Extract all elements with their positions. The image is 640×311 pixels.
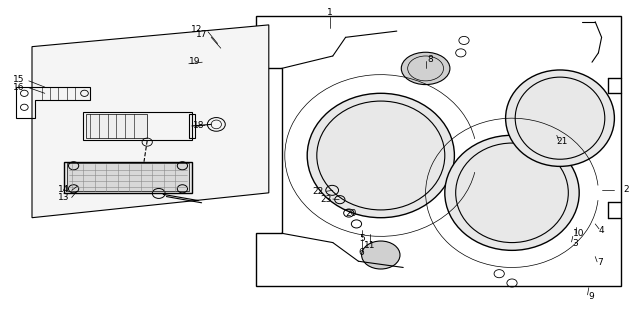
Bar — [189, 114, 195, 138]
Ellipse shape — [401, 52, 450, 85]
Text: 2: 2 — [623, 185, 628, 194]
Text: 23: 23 — [321, 195, 332, 204]
Text: 19: 19 — [189, 57, 201, 66]
Text: 21: 21 — [556, 137, 568, 146]
Bar — [83, 112, 192, 140]
Text: 10: 10 — [573, 230, 585, 238]
Text: 13: 13 — [58, 193, 70, 202]
Text: 14: 14 — [58, 185, 70, 194]
Ellipse shape — [445, 135, 579, 250]
Text: 9: 9 — [589, 292, 594, 300]
Ellipse shape — [362, 241, 400, 269]
Text: 16: 16 — [13, 83, 25, 91]
Text: 1: 1 — [327, 8, 332, 17]
Text: 8: 8 — [428, 55, 433, 63]
Bar — [67, 163, 189, 191]
Text: 6: 6 — [359, 248, 364, 257]
Text: 20: 20 — [345, 210, 356, 218]
Text: 4: 4 — [599, 226, 604, 234]
Polygon shape — [32, 25, 269, 218]
Bar — [86, 114, 147, 138]
Text: 18: 18 — [193, 121, 204, 129]
Text: 22: 22 — [312, 187, 324, 196]
Text: 3: 3 — [572, 239, 577, 248]
Ellipse shape — [506, 70, 614, 166]
Text: 7: 7 — [598, 258, 603, 267]
Bar — [64, 162, 192, 193]
Text: 15: 15 — [13, 75, 25, 84]
Text: 5: 5 — [360, 234, 365, 243]
Text: 17: 17 — [196, 30, 207, 39]
Text: 12: 12 — [191, 25, 202, 34]
Text: 11: 11 — [364, 241, 376, 250]
Ellipse shape — [307, 93, 454, 218]
